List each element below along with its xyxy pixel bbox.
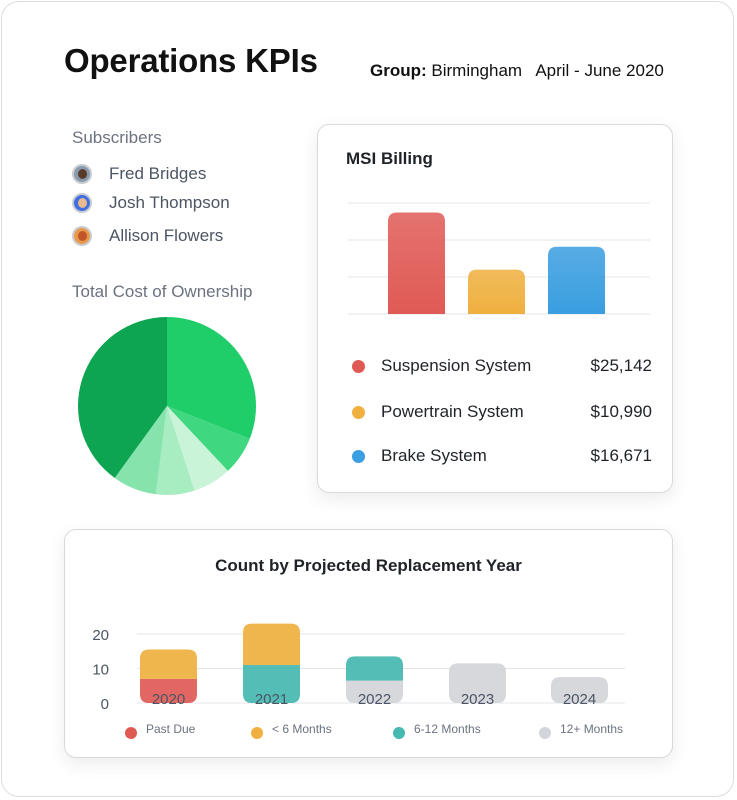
stack-bar-segment xyxy=(140,678,197,703)
msi-title: MSI Billing xyxy=(346,149,433,168)
stack-bar-segment xyxy=(140,649,197,679)
legend-label-12plus: 12+ Months xyxy=(560,722,624,736)
x-tick-label: 2020 xyxy=(152,691,185,708)
pie-slice-2 xyxy=(167,406,228,491)
tco-heading: Total Cost of Ownership xyxy=(72,282,253,301)
pie-slice-3 xyxy=(155,406,195,495)
subscriber-name: Josh Thompson xyxy=(109,193,230,212)
msi-billing-card: MSI Billing Suspension System $25,142 Po… xyxy=(317,124,673,493)
subscribers-heading: Subscribers xyxy=(72,128,162,147)
msi-bar-1 xyxy=(468,269,525,314)
legend-label-6-12: 6-12 Months xyxy=(414,722,481,736)
pie-slice-1 xyxy=(167,406,250,471)
group-label: Group: xyxy=(370,61,427,80)
y-tick-label: 20 xyxy=(92,627,109,644)
group-filter[interactable]: Group: Birmingham April - June 2020 xyxy=(370,61,664,81)
group-value: Birmingham xyxy=(431,61,523,80)
legend-label-lt6: < 6 Months xyxy=(272,722,332,736)
x-tick-label: 2021 xyxy=(255,691,288,708)
page-title: Operations KPIs xyxy=(64,42,318,79)
legend-value: $25,142 xyxy=(590,356,652,375)
legend-value: $10,990 xyxy=(590,402,652,421)
avatar xyxy=(72,164,92,184)
legend-dot xyxy=(125,727,137,739)
stack-bar-segment xyxy=(551,677,608,703)
legend-dot xyxy=(539,727,551,739)
msi-bar-0 xyxy=(388,212,445,314)
avatar xyxy=(72,193,92,213)
stack-bar-segment xyxy=(346,680,403,703)
legend-dot xyxy=(393,727,405,739)
stack-bar-segment xyxy=(346,656,403,681)
msi-bar-2 xyxy=(548,246,605,314)
replacement-legend: Past Due < 6 Months 6-12 Months 12+ Mont… xyxy=(62,722,669,742)
stack-bar-segment xyxy=(243,623,300,666)
x-tick-label: 2022 xyxy=(358,691,391,708)
msi-bar-chart xyxy=(348,202,650,315)
legend-dot xyxy=(352,449,365,463)
msi-legend-item: Suspension System $25,142 xyxy=(352,354,652,378)
legend-label: Powertrain System xyxy=(381,402,524,421)
subscriber-item[interactable]: Allison Flowers xyxy=(72,226,292,246)
legend-label: Suspension System xyxy=(381,356,532,375)
legend-value: $16,671 xyxy=(590,446,652,465)
pie-slice-4 xyxy=(114,406,167,495)
tco-pie-chart xyxy=(78,317,256,495)
replacement-title: Count by Projected Replacement Year xyxy=(215,556,522,575)
pie-slice-5 xyxy=(78,317,167,479)
period-label: April - June 2020 xyxy=(535,61,664,80)
msi-legend-item: Brake System $16,671 xyxy=(352,444,652,468)
legend-dot xyxy=(352,405,365,419)
avatar xyxy=(72,226,92,246)
legend-label: Brake System xyxy=(381,446,487,465)
legend-dot xyxy=(352,359,365,373)
y-tick-label: 10 xyxy=(92,662,109,679)
subscriber-item[interactable]: Fred Bridges xyxy=(72,164,292,184)
subscriber-name: Allison Flowers xyxy=(109,226,224,245)
replacement-card: Count by Projected Replacement Year 0 10 2… xyxy=(64,529,673,758)
legend-dot xyxy=(251,727,263,739)
legend-label-past-due: Past Due xyxy=(146,722,196,736)
stack-bar-segment xyxy=(243,665,300,703)
x-tick-label: 2024 xyxy=(563,691,596,708)
msi-legend-item: Powertrain System $10,990 xyxy=(352,400,652,424)
subscriber-item[interactable]: Josh Thompson xyxy=(72,193,292,213)
y-tick-label: 0 xyxy=(101,696,109,713)
stack-bar-segment xyxy=(449,663,506,703)
pie-slice-0 xyxy=(167,317,256,439)
subscriber-name: Fred Bridges xyxy=(109,164,207,183)
x-tick-label: 2023 xyxy=(461,691,494,708)
